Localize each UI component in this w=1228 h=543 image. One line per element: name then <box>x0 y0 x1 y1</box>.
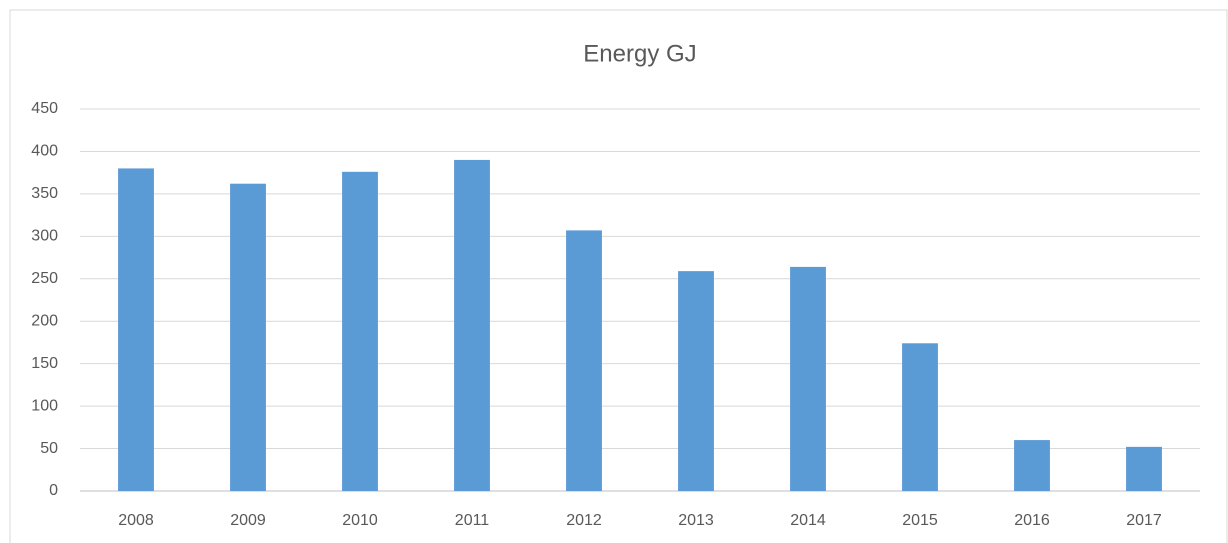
x-tick-label: 2014 <box>790 512 826 529</box>
bar <box>230 183 266 492</box>
bar <box>902 343 938 491</box>
bar <box>678 271 714 491</box>
x-tick-label: 2013 <box>678 512 714 529</box>
x-tick-label: 2016 <box>1014 512 1050 529</box>
y-tick-label: 100 <box>31 397 58 414</box>
x-tick-label: 2017 <box>1126 512 1162 529</box>
bar <box>1126 446 1162 491</box>
bar <box>454 159 490 491</box>
x-tick-label: 2015 <box>902 512 938 529</box>
bar <box>566 230 602 491</box>
bar <box>1014 440 1050 491</box>
chart-title: Energy GJ <box>583 40 696 67</box>
y-tick-label: 300 <box>31 228 58 245</box>
x-tick-label: 2011 <box>455 512 490 529</box>
y-tick-label: 200 <box>31 312 58 329</box>
x-tick-label: 2012 <box>566 512 602 529</box>
bar <box>118 168 154 491</box>
y-tick-label: 0 <box>49 482 58 499</box>
x-tick-label: 2008 <box>118 512 154 529</box>
y-tick-label: 450 <box>31 100 58 117</box>
y-tick-label: 250 <box>31 270 58 287</box>
y-tick-label: 50 <box>40 440 58 457</box>
x-tick-label: 2010 <box>342 512 378 529</box>
x-tick-label: 2009 <box>230 512 266 529</box>
y-tick-label: 400 <box>31 143 58 160</box>
bar <box>342 171 378 491</box>
y-tick-label: 350 <box>31 185 58 202</box>
y-tick-label: 150 <box>31 355 58 372</box>
bar <box>790 266 826 491</box>
